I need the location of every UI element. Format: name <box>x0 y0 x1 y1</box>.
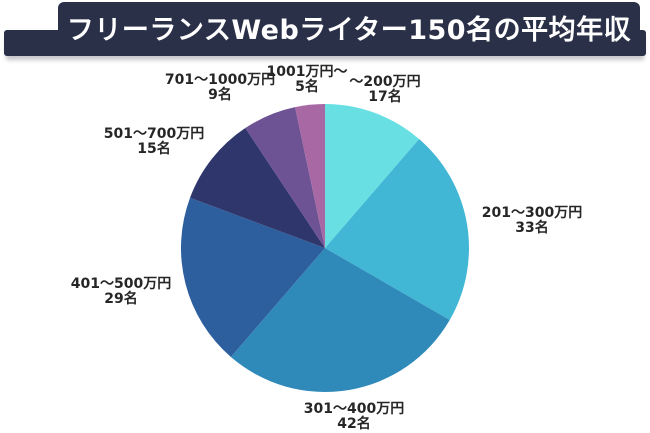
pie-slice-2 <box>230 248 450 393</box>
slice-count-label: 5名 <box>295 79 319 95</box>
slice-range-label: 1001万円〜 <box>266 64 348 80</box>
title-ribbon-bar: フリーランスWebライター150名の平均年収 <box>58 2 640 52</box>
slice-count-label: 42名 <box>337 416 371 432</box>
slice-label-401-500: 401〜500万円 29名 <box>71 277 171 307</box>
pie-slice-5 <box>245 107 325 249</box>
pie-slice-0 <box>325 104 420 248</box>
slice-range-label: 301〜400万円 <box>303 401 405 417</box>
slice-count-label: 17名 <box>368 89 402 105</box>
pie-slice-1 <box>325 138 470 320</box>
slice-count-label: 15名 <box>137 141 171 157</box>
slice-range-label: 201〜300万円 <box>481 205 583 221</box>
slice-label-over-1001: 1001万円〜 5名 <box>267 65 348 95</box>
slice-label-501-700: 501〜700万円 15名 <box>104 127 204 157</box>
slice-label-under-200: 〜200万円 17名 <box>349 75 420 105</box>
pie-slice-6 <box>295 104 325 248</box>
slice-count-label: 9名 <box>208 87 232 103</box>
slice-label-301-400: 301〜400万円 42名 <box>304 402 404 432</box>
slice-count-label: 29名 <box>104 291 138 307</box>
pie-slice-4 <box>190 128 325 248</box>
slice-range-label: 401〜500万円 <box>70 276 172 292</box>
slice-range-label: 701〜1000万円 <box>164 72 276 88</box>
slice-range-label: 501〜700万円 <box>103 126 205 142</box>
slice-label-201-300: 201〜300万円 33名 <box>482 206 582 236</box>
chart-title: フリーランスWebライター150名の平均年収 <box>66 14 632 46</box>
slice-label-701-1000: 701〜1000万円 9名 <box>165 73 275 103</box>
pie-slice-3 <box>181 197 325 358</box>
slice-range-label: 〜200万円 <box>349 74 421 90</box>
title-ribbon: フリーランスWebライター150名の平均年収 <box>0 0 650 62</box>
slice-count-label: 33名 <box>515 220 549 236</box>
